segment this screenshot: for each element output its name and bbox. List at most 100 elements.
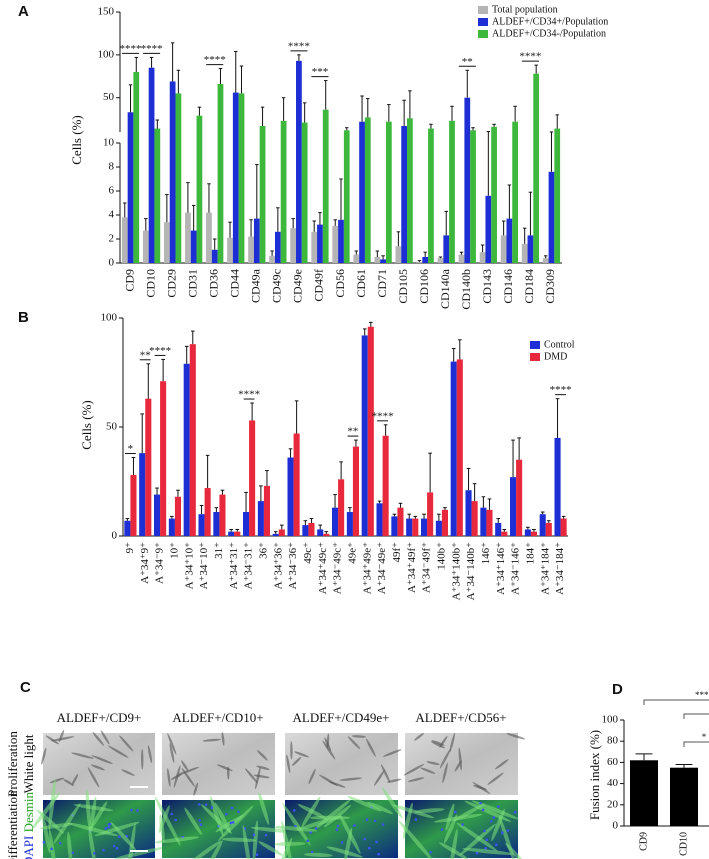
fiber (251, 826, 290, 833)
bar (435, 520, 442, 536)
x-tick-label: CD29 (164, 269, 178, 298)
fiber (154, 796, 181, 846)
x-tick-label: CD49c (270, 269, 284, 303)
bar (456, 359, 463, 536)
bar (163, 222, 170, 263)
x-tick-label: A⁺34⁻140b⁺ (465, 542, 477, 601)
legend-label: ALDEF+/CD34-/Population (492, 28, 606, 39)
x-tick-label: CD184 (522, 269, 536, 304)
x-tick-label: A⁺34⁻146⁺ (510, 542, 522, 595)
fiber (258, 841, 283, 856)
column-label: ALDEF+/CD56+ (415, 710, 506, 725)
bar (548, 171, 555, 263)
x-tick-label: A⁺34⁺49f⁺ (406, 542, 418, 593)
bar (359, 121, 365, 263)
bar (169, 81, 176, 263)
fiber (367, 801, 394, 814)
legend-label: Total population (492, 4, 558, 15)
nucleus (479, 801, 482, 805)
legend-label: DMD (544, 351, 567, 362)
x-tick-label: CD140a (438, 268, 452, 309)
micrograph (43, 733, 155, 795)
fiber (464, 800, 512, 822)
bar (127, 112, 134, 264)
cell (71, 774, 79, 786)
significance-label: **** (120, 43, 142, 55)
cell (167, 733, 177, 755)
y-axis-label: Cells (%) (69, 115, 84, 164)
bar (259, 126, 266, 263)
nucleus (429, 850, 432, 854)
nucleus (204, 803, 208, 806)
panel-letter: A (18, 3, 29, 20)
fiber (303, 852, 333, 858)
x-tick-label: A⁺34⁺10⁺ (183, 542, 195, 590)
bar (542, 258, 549, 263)
x-tick-label: A⁺34⁺140b⁺ (450, 542, 462, 601)
nucleus (365, 818, 369, 821)
bar (480, 507, 487, 536)
y-tick-label: 0 (613, 820, 619, 832)
significance-label: ** (140, 349, 151, 361)
stain-label: Desmin (21, 791, 36, 832)
legend-swatch (478, 18, 488, 26)
x-tick-label: CD143 (480, 269, 494, 304)
x-tick-label: CD10 (143, 269, 157, 298)
fiber (297, 804, 328, 820)
y-tick-label: 2 (109, 233, 115, 245)
bar (213, 512, 220, 536)
cell (382, 749, 402, 757)
bar (263, 485, 270, 536)
cell (420, 767, 436, 774)
bar (450, 361, 457, 536)
micrographs (31, 730, 526, 859)
bar (353, 254, 360, 263)
cell (386, 778, 402, 783)
fiber (215, 814, 244, 833)
nucleus (335, 828, 339, 832)
bar (243, 512, 250, 536)
cell (177, 766, 199, 776)
fiber (42, 815, 51, 854)
nucleus (414, 818, 418, 821)
fiber (189, 840, 222, 859)
fiber (344, 827, 353, 859)
nucleus (292, 809, 296, 812)
y-tick-label: 100 (101, 312, 118, 324)
x-tick-label: CD140b (459, 269, 473, 310)
nucleus (252, 833, 256, 837)
nucleus (42, 841, 46, 844)
x-tick-label: 49f⁺ (391, 542, 403, 563)
fiber (402, 802, 413, 840)
x-tick-label: 10⁺ (168, 542, 180, 559)
significance-label: **** (519, 51, 541, 63)
cell (256, 765, 270, 771)
cell (339, 777, 363, 781)
bar (142, 230, 149, 263)
fiber (398, 820, 434, 859)
y-tick-label: 8 (109, 161, 115, 173)
x-tick-label: CD10 (678, 832, 689, 856)
bar (406, 518, 413, 536)
bar (290, 228, 297, 263)
y-axis-label: Fusion index (%) (587, 730, 602, 820)
fiber (221, 837, 257, 842)
significance-label: **** (238, 389, 260, 401)
nucleus (353, 824, 356, 827)
bar (364, 117, 371, 263)
bar (346, 512, 353, 536)
legend-swatch (478, 6, 488, 14)
cell (202, 738, 222, 742)
x-tick-label: 184⁺ (524, 542, 536, 565)
bar (422, 257, 429, 263)
nucleus (174, 818, 178, 822)
fiber (85, 788, 91, 829)
significance-label: **** (204, 54, 226, 66)
x-tick-label: CD44 (228, 269, 242, 298)
bar (506, 218, 513, 263)
bar (530, 531, 537, 536)
nucleus (501, 831, 504, 834)
cell (373, 769, 385, 786)
nucleus (506, 829, 510, 832)
cell (403, 764, 425, 776)
